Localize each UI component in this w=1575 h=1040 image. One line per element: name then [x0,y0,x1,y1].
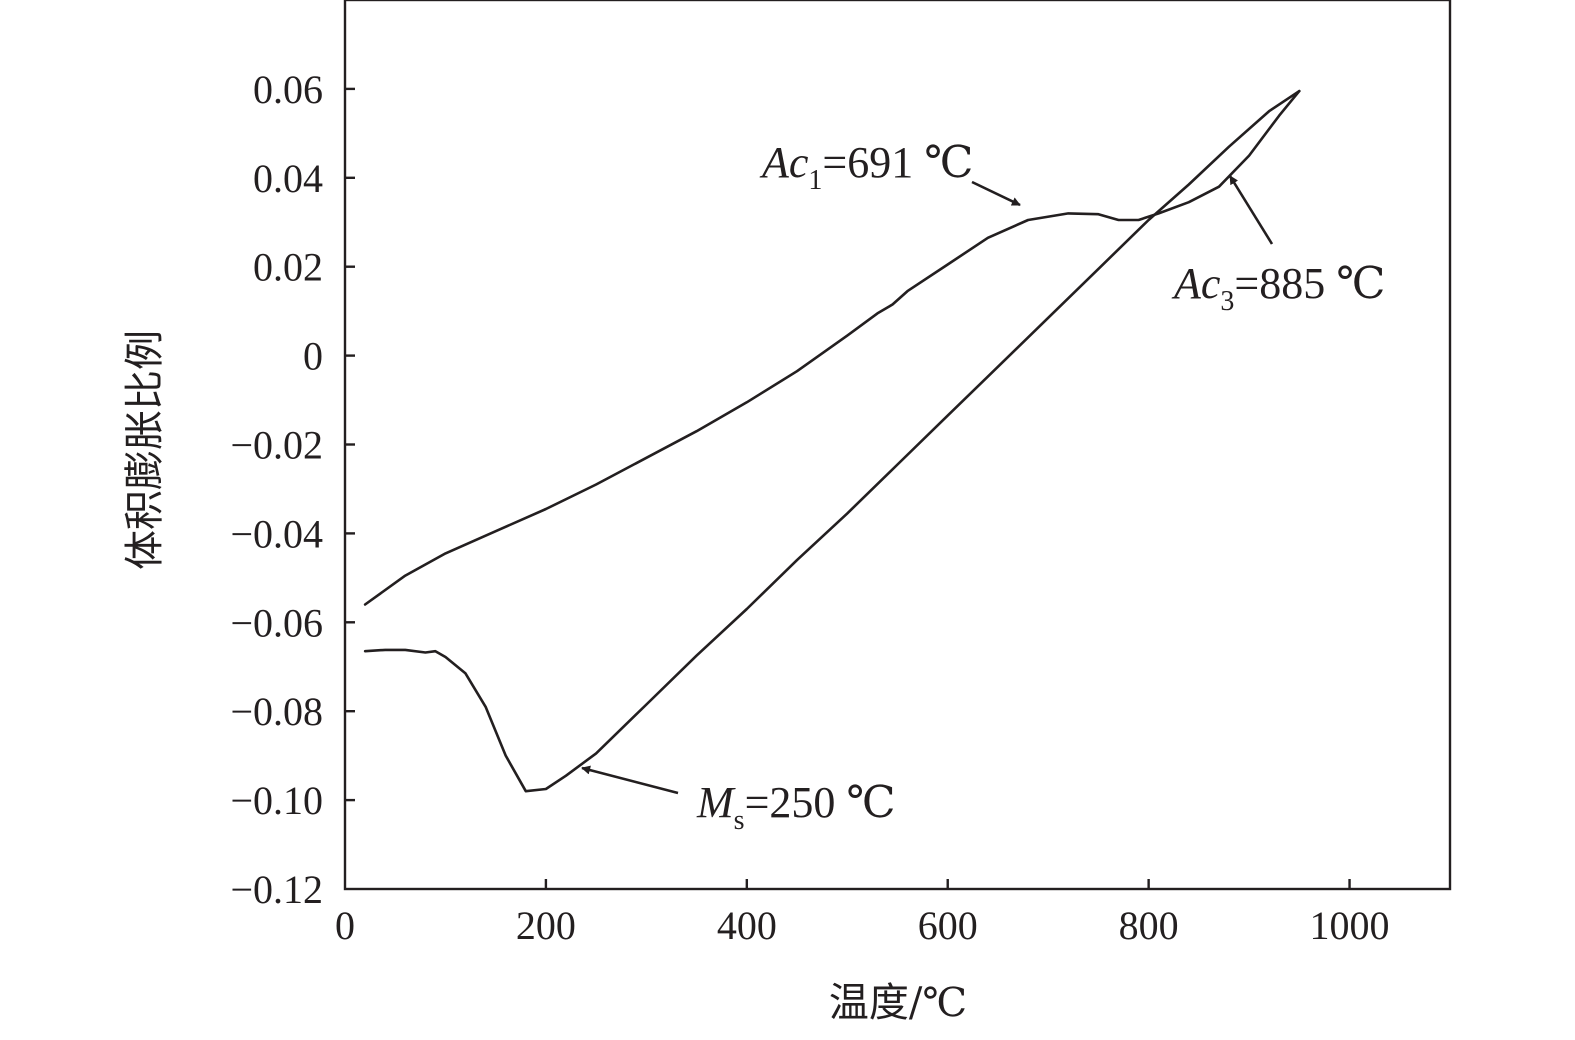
x-tick-label: 400 [717,903,777,948]
cooling-curve [363,89,1301,793]
heating-curve [363,89,1301,606]
annotation-ac3-arrow [1228,175,1274,245]
annotation-ac1-subscript: 1 [808,165,822,196]
x-tick-label: 800 [1119,903,1179,948]
y-tick-label: 0.02 [253,245,323,290]
plot-frame [343,0,1452,891]
y-axis: 0.06 0.04 0.02 0 −0.02 −0.04 −0.06 −0.08 −0.10 −0… [230,67,355,912]
annotation-layer: Ac1=691 ℃ Ac3=885 ℃ Ms=250 ℃ [581,138,1385,836]
annotation-ac1-symbol: Ac [759,138,809,187]
x-axis-title: 温度/℃ [829,980,967,1026]
svg-text:Ac1=691 ℃: Ac1=691 ℃ [759,138,973,196]
x-tick-label: 1000 [1310,903,1390,948]
annotation-ms-subscript: s [734,805,745,836]
x-tick-label: 0 [335,903,355,948]
x-tick-label: 600 [918,903,978,948]
y-tick-label: −0.10 [230,778,323,823]
annotation-ms-arrow [581,765,679,795]
y-tick-label: −0.02 [230,423,323,468]
annotation-ac1-arrow [971,180,1021,207]
annotation-ac3-value: =885 ℃ [1234,259,1385,308]
annotation-ac3-subscript: 3 [1220,286,1234,317]
y-axis-title: 体积膨胀比例 [122,330,168,570]
x-tick-label: 200 [516,903,576,948]
annotation-ac3: Ac3=885 ℃ [1171,175,1385,317]
annotation-ms-value: =250 ℃ [745,778,896,827]
annotation-ms: Ms=250 ℃ [581,765,896,836]
y-tick-label: −0.06 [230,600,323,645]
y-tick-label: −0.12 [230,867,323,912]
annotation-ac1: Ac1=691 ℃ [759,138,1021,207]
x-axis: 0 200 400 600 800 1000 [335,879,1390,948]
annotation-ac3-symbol: Ac [1171,259,1221,308]
series-layer [363,89,1301,793]
y-tick-label: 0 [303,334,323,379]
y-tick-label: −0.08 [230,689,323,734]
y-tick-label: 0.04 [253,156,323,201]
annotation-ms-symbol: M [696,778,736,827]
svg-text:Ms=250 ℃: Ms=250 ℃ [696,778,896,836]
svg-text:Ac3=885 ℃: Ac3=885 ℃ [1171,259,1385,317]
y-tick-label: −0.04 [230,511,323,556]
annotation-ac1-value: =691 ℃ [822,138,973,187]
y-tick-label: 0.06 [253,67,323,112]
